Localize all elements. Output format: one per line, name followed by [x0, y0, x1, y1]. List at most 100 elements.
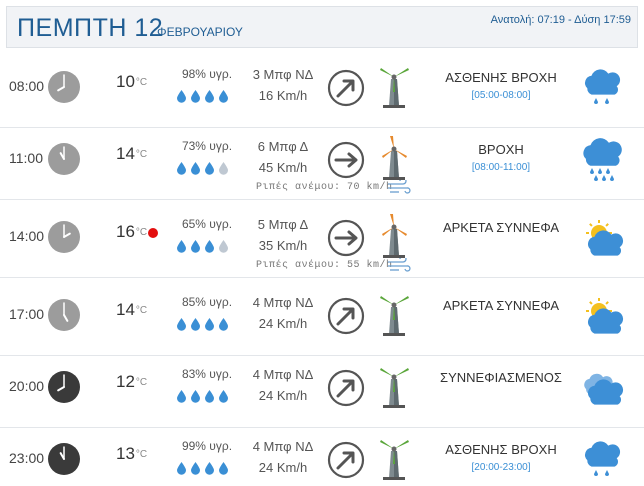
humidity-drops: [176, 161, 229, 175]
forecast-time: 14:00: [9, 228, 45, 244]
wind-direction-arrow-icon: [327, 141, 365, 179]
drop-icon: [218, 389, 229, 403]
wind-gust-icon: [387, 255, 411, 272]
wind-direction-arrow-icon: [327, 369, 365, 407]
drop-icon: [218, 239, 229, 253]
weather-condition: ΑΣΘΕΝΗΣ ΒΡΟΧΗ: [445, 70, 557, 85]
drop-icon: [190, 89, 201, 103]
drop-icon: [176, 317, 187, 331]
temperature-value: 16: [116, 222, 135, 241]
wind-direction-arrow-icon: [327, 297, 365, 335]
light-rain-icon: [580, 438, 624, 482]
drop-icon: [190, 389, 201, 403]
wind-turbine-icon: [377, 362, 411, 412]
drop-icon: [190, 239, 201, 253]
temperature: 14°C: [116, 300, 147, 320]
drop-icon: [204, 89, 215, 103]
partly-cloudy-icon: [580, 216, 624, 260]
degree-unit: °C: [135, 377, 148, 388]
drop-icon: [176, 89, 187, 103]
temperature-value: 13: [116, 444, 135, 463]
wind-speed: 35 Km/h: [258, 238, 308, 253]
wind-speed: 24 Km/h: [258, 388, 308, 403]
wind-direction-arrow-icon: [327, 69, 365, 107]
temperature: 16°C: [116, 222, 147, 242]
drop-icon: [204, 461, 215, 475]
drop-icon: [190, 317, 201, 331]
wind-speed: 24 Km/h: [258, 316, 308, 331]
humidity-value: 99% υγρ.: [181, 439, 233, 453]
drop-icon: [218, 89, 229, 103]
weather-condition: ΑΣΘΕΝΗΣ ΒΡΟΧΗ: [445, 442, 557, 457]
humidity-drops: [176, 317, 229, 331]
condition-time-range: [20:00-23:00]: [471, 462, 531, 473]
degree-unit: °C: [135, 227, 148, 238]
wind-beaufort: 4 Μπφ ΝΔ: [252, 295, 314, 310]
weather-condition: ΣΥΝΝΕΦΙΑΣΜΕΝΟΣ: [440, 370, 562, 385]
drop-icon: [218, 317, 229, 331]
forecast-row: 17:00 14°C 85% υγρ. 4 Μπφ ΝΔ 24 Km/h ΑΡΚΕΤΑ…: [0, 278, 644, 356]
forecast-row: 11:00 14°C 73% υγρ. 6 Μπφ Δ 45 Km/h Ριπές α…: [0, 122, 644, 200]
day-title: ΠΕΜΠΤΗ 12: [17, 14, 164, 42]
drop-icon: [218, 161, 229, 175]
temperature: 14°C: [116, 144, 147, 164]
light-rain-icon: [580, 66, 624, 110]
month-title: ΦΕΒΡΟΥΑΡΙΟΥ: [157, 25, 243, 39]
weather-condition: ΒΡΟΧΗ: [478, 142, 524, 157]
drop-icon: [204, 239, 215, 253]
temperature-value: 14: [116, 144, 135, 163]
weather-condition: ΑΡΚΕΤΑ ΣΥΝΝΕΦΑ: [442, 220, 560, 235]
humidity-value: 98% υγρ.: [181, 67, 233, 81]
wind-turbine-icon: [377, 134, 411, 184]
forecast-time: 08:00: [9, 78, 45, 94]
wind-gust-text: Ριπές ανέμου: 55 km/h: [256, 260, 393, 271]
wind-turbine-icon: [377, 62, 411, 112]
forecast-row: 23:00 13°C 99% υγρ. 4 Μπφ ΝΔ 24 Km/h ΑΣΘΕΝΗ…: [0, 422, 644, 486]
wind-direction-arrow-icon: [327, 219, 365, 257]
wind-beaufort: 5 Μπφ Δ: [257, 217, 309, 232]
clock-icon: [47, 298, 81, 332]
cloudy-icon: [580, 366, 624, 410]
wind-speed: 16 Km/h: [258, 88, 308, 103]
drop-icon: [204, 317, 215, 331]
forecast-time: 20:00: [9, 378, 45, 394]
drop-icon: [176, 461, 187, 475]
humidity-value: 73% υγρ.: [181, 139, 233, 153]
humidity-drops: [176, 389, 229, 403]
drop-icon: [176, 389, 187, 403]
drop-icon: [204, 161, 215, 175]
wind-turbine-icon: [377, 212, 411, 262]
wind-gust-icon: [387, 177, 411, 194]
wind-direction-arrow-icon: [327, 441, 365, 479]
degree-unit: °C: [135, 149, 148, 160]
max-temp-marker: [148, 228, 158, 238]
condition-time-range: [05:00-08:00]: [471, 90, 531, 101]
humidity-value: 85% υγρ.: [181, 295, 233, 309]
drop-icon: [204, 389, 215, 403]
degree-unit: °C: [135, 305, 148, 316]
temperature: 12°C: [116, 372, 147, 392]
wind-beaufort: 6 Μπφ Δ: [257, 139, 309, 154]
degree-unit: °C: [135, 77, 148, 88]
forecast-row: 14:00 16°C 65% υγρ. 5 Μπφ Δ 35 Km/h Ριπές α…: [0, 200, 644, 278]
degree-unit: °C: [135, 449, 148, 460]
wind-turbine-icon: [377, 290, 411, 340]
wind-speed: 24 Km/h: [258, 460, 308, 475]
clock-icon: [47, 370, 81, 404]
temperature-value: 12: [116, 372, 135, 391]
temperature-value: 10: [116, 72, 135, 91]
humidity-value: 83% υγρ.: [181, 367, 233, 381]
condition-time-range: [08:00-11:00]: [471, 162, 531, 173]
wind-turbine-icon: [377, 434, 411, 484]
partly-cloudy-icon: [580, 294, 624, 338]
humidity-drops: [176, 461, 229, 475]
drop-icon: [176, 239, 187, 253]
clock-icon: [47, 142, 81, 176]
drop-icon: [218, 461, 229, 475]
drop-icon: [190, 161, 201, 175]
humidity-drops: [176, 89, 229, 103]
day-header: ΠΕΜΠΤΗ 12 ΦΕΒΡΟΥΑΡΙΟΥ Ανατολή: 07:19 - Δ…: [6, 6, 638, 48]
temperature: 13°C: [116, 444, 147, 464]
clock-icon: [47, 442, 81, 476]
temperature-value: 14: [116, 300, 135, 319]
